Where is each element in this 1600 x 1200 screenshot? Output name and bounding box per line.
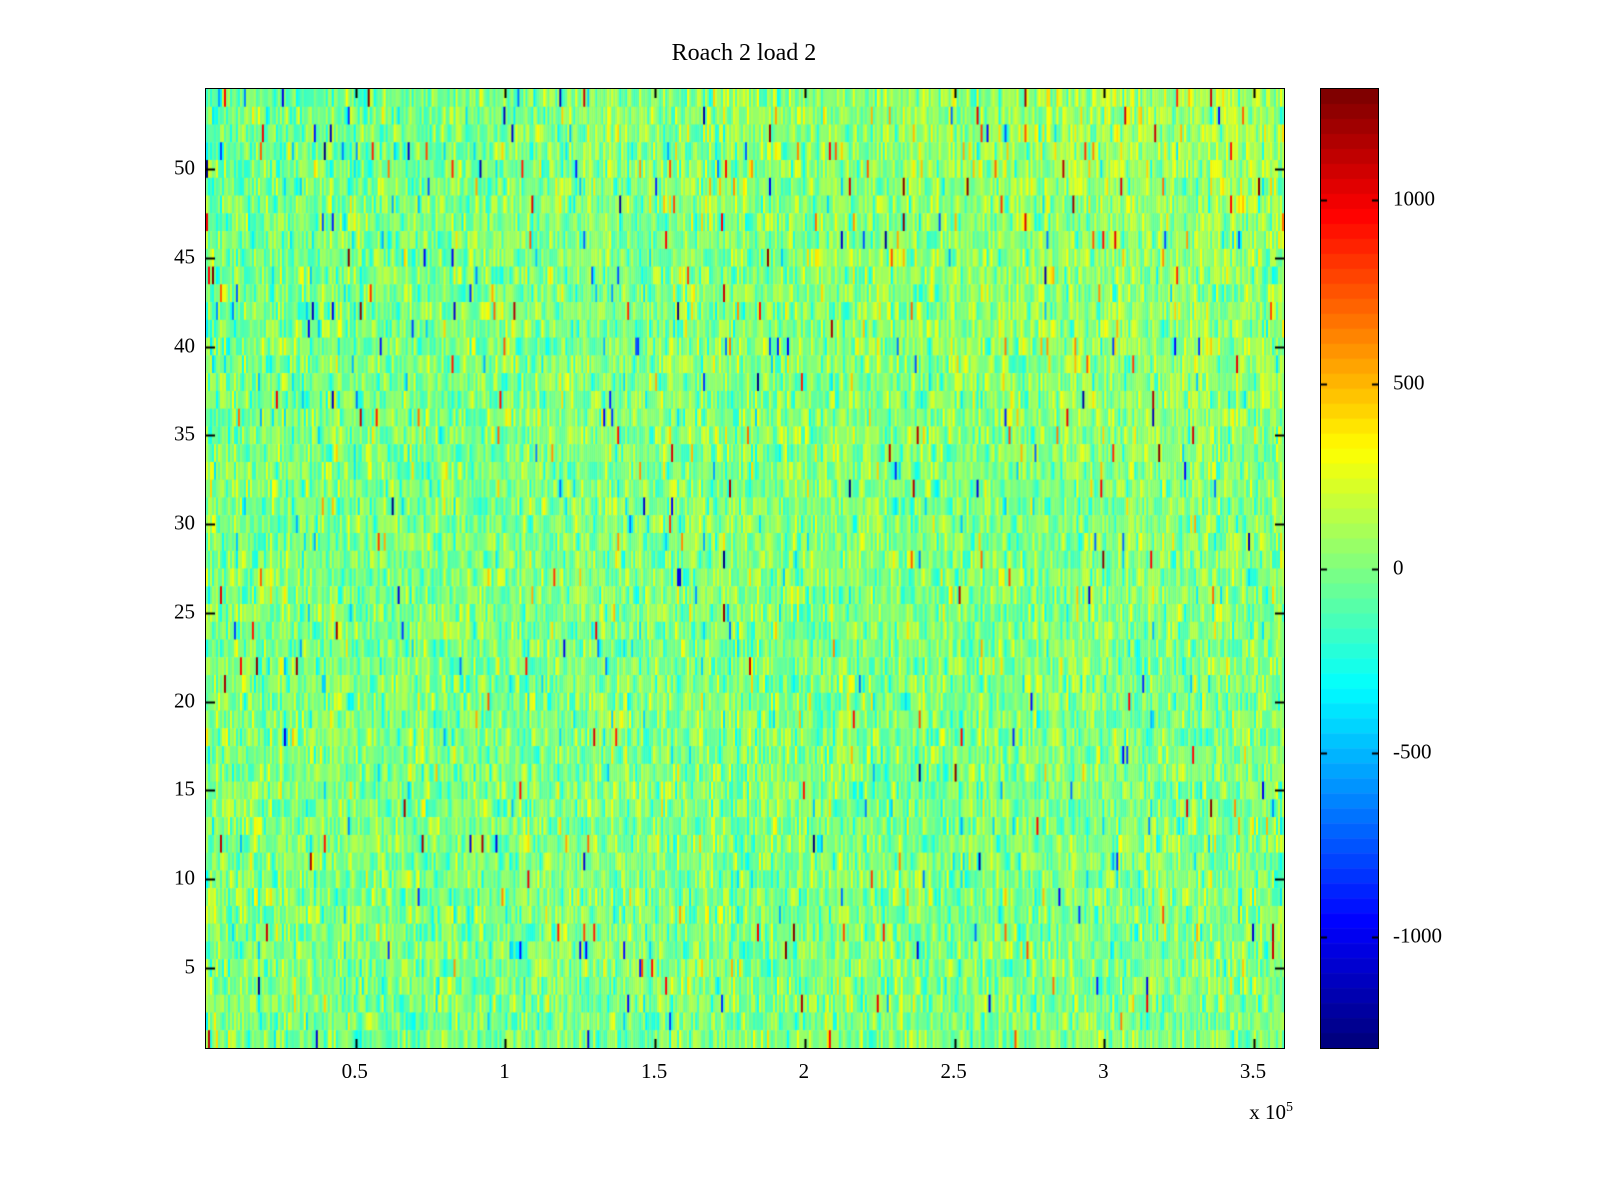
x-tick-label: 2 [798, 1059, 810, 1083]
y-tick-label: 30 [174, 510, 195, 535]
y-tick-label: 10 [174, 865, 195, 890]
colorbar-tick-label: -500 [1393, 739, 1432, 764]
x-axis-scale-label: x 105 [1213, 1100, 1293, 1125]
heatmap-canvas [206, 89, 1284, 1048]
x-tick-label: 1.5 [641, 1059, 668, 1083]
y-tick-label: 15 [174, 776, 195, 801]
x-tick-label: 3.5 [1239, 1059, 1267, 1083]
colorbar-tick-label: 0 [1393, 555, 1404, 579]
x-tick-label: 3 [1098, 1059, 1109, 1083]
colorbar-tick-label: 1000 [1393, 186, 1435, 211]
x-tick-label: 2.5 [940, 1059, 967, 1083]
y-tick-label: 25 [174, 599, 195, 624]
colorbar-tick-label: -1000 [1393, 923, 1442, 948]
y-tick-label: 50 [174, 155, 195, 180]
colorbar [1320, 88, 1379, 1049]
plot-area [205, 88, 1285, 1049]
x-scale-base: x 10 [1249, 1100, 1286, 1124]
x-scale-exponent: 5 [1286, 1100, 1293, 1115]
x-tick-label: 1 [499, 1059, 510, 1083]
y-tick-label: 35 [174, 421, 195, 446]
colorbar-tick-label: 500 [1393, 370, 1425, 395]
colorbar-canvas [1321, 89, 1378, 1048]
y-tick-label: 5 [184, 954, 196, 979]
y-tick-label: 20 [174, 688, 195, 713]
y-tick-label: 45 [174, 244, 195, 269]
y-tick-label: 40 [174, 333, 195, 357]
x-tick-label: 0.5 [341, 1059, 368, 1083]
chart-title: Roach 2 load 2 [671, 40, 817, 66]
